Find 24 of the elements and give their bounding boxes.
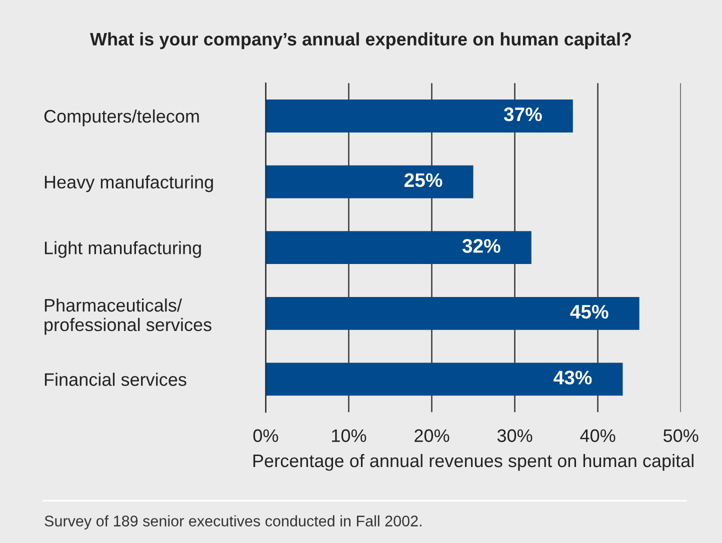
y-tick-label: Light manufacturing (44, 241, 201, 258)
data-label: 32% (462, 239, 500, 253)
data-label: 37% (504, 107, 542, 122)
x-tick-label: 30% (497, 429, 532, 442)
bar (266, 231, 532, 264)
x-tick-label: 10% (332, 429, 366, 442)
data-label: 25% (404, 173, 442, 188)
x-tick-label: 40% (580, 429, 616, 442)
bar (266, 362, 623, 396)
y-tick-label: Financial services (44, 372, 186, 386)
x-tick-label: 0% (253, 429, 278, 442)
x-tick-label: 20% (414, 429, 450, 442)
chart-title: What is your company’s annual expenditure on human capital? (90, 32, 632, 50)
x-tick-label: 50% (664, 429, 698, 442)
y-tick-label: Computers/telecom (44, 109, 199, 126)
y-tick-label: Pharmaceuticals/ professional services (44, 298, 212, 335)
y-tick-label: Heavy manufacturing (44, 175, 213, 192)
data-label: 45% (570, 304, 608, 319)
x-axis-title: Percentage of annual revenues spent on human capital (253, 454, 694, 471)
data-label: 43% (554, 370, 592, 384)
bar (266, 100, 573, 132)
bar (266, 296, 640, 330)
bar (266, 165, 474, 198)
text: Survey of 189 senior executives conducted in Fall 2002. (44, 515, 422, 530)
